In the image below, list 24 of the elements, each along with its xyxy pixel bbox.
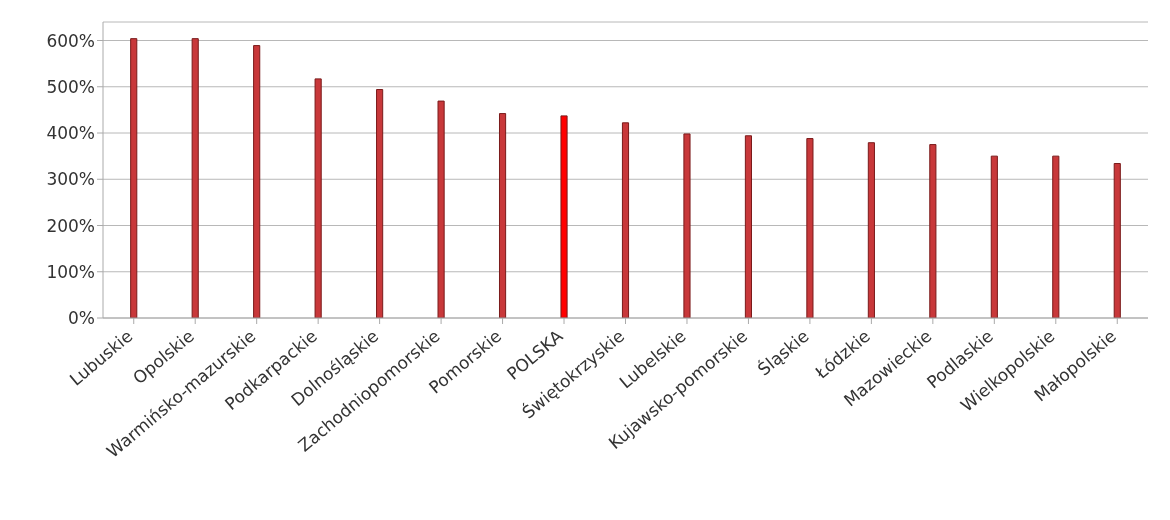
y-tick-label: 400%	[46, 123, 95, 144]
bar	[1113, 163, 1121, 318]
bar	[1052, 155, 1060, 318]
bar	[683, 133, 691, 318]
bar	[253, 45, 261, 318]
bar	[191, 38, 199, 318]
bar	[806, 138, 814, 318]
bar	[744, 135, 753, 318]
bar	[560, 115, 568, 318]
y-tick-label: 100%	[46, 261, 95, 282]
bar	[621, 122, 630, 318]
y-tick-label: 500%	[46, 76, 95, 97]
y-tick-label: 600%	[46, 30, 95, 51]
y-tick-label: 300%	[46, 169, 95, 190]
bar	[376, 89, 384, 318]
bar	[437, 100, 445, 318]
bar	[929, 144, 937, 318]
bar	[130, 38, 138, 318]
bar	[990, 155, 998, 318]
y-tick-label: 0%	[68, 308, 95, 329]
bar	[314, 78, 322, 318]
y-tick-label: 200%	[46, 215, 95, 236]
bar	[867, 142, 875, 318]
bar	[498, 113, 507, 318]
